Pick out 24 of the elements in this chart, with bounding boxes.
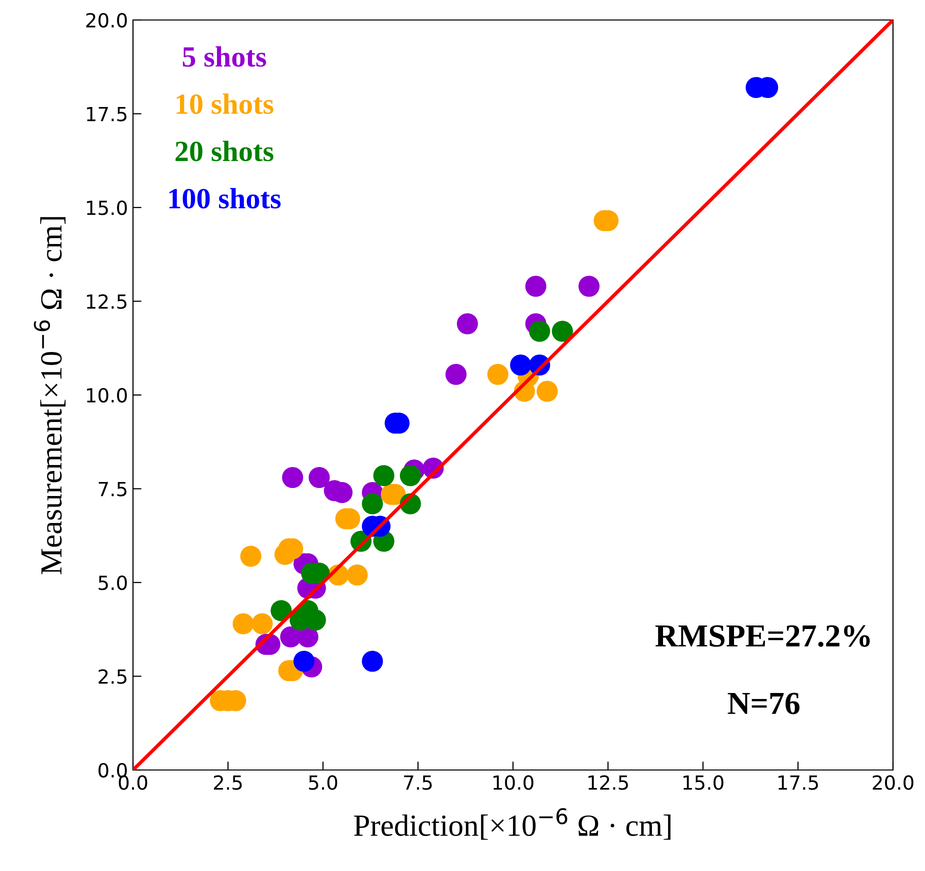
y-axis-title: Measurement[×10$^{−6}$ Ω · cm] <box>34 217 66 574</box>
x-tick-label: 5.0 <box>309 775 338 790</box>
y-tick-label: 10.0 <box>86 388 127 403</box>
x-axis-title: Prediction[×10$^{−6}$ Ω · cm] <box>354 808 670 840</box>
y-tick-label: 2.5 <box>98 669 126 684</box>
annotation: RMSPE=27.2% <box>655 625 870 647</box>
text: 10 shots <box>176 94 274 114</box>
y-tick-label: 15.0 <box>86 200 127 216</box>
y-tick-label: 5.0 <box>98 575 127 590</box>
x-tick-label: 17.5 <box>778 775 818 790</box>
x-tick-label: 2.5 <box>214 775 242 790</box>
y-tick-label: 12.5 <box>86 294 126 309</box>
x-tick-label: 7.5 <box>404 775 432 790</box>
x-tick-label: 15.0 <box>683 775 724 790</box>
text: 20 shots <box>176 140 274 162</box>
y-tick-label: 17.5 <box>86 106 126 122</box>
x-tick-label: 20.0 <box>872 775 914 790</box>
text: 100 shots <box>169 188 281 209</box>
x-tick-label: 12.5 <box>588 775 628 790</box>
y-tick-label: 20.0 <box>86 12 127 28</box>
text: 5 shots <box>182 46 266 67</box>
y-tick-label: 7.5 <box>98 482 126 496</box>
x-tick-label: 10.0 <box>493 775 534 790</box>
annotation: N=76 <box>728 692 800 714</box>
